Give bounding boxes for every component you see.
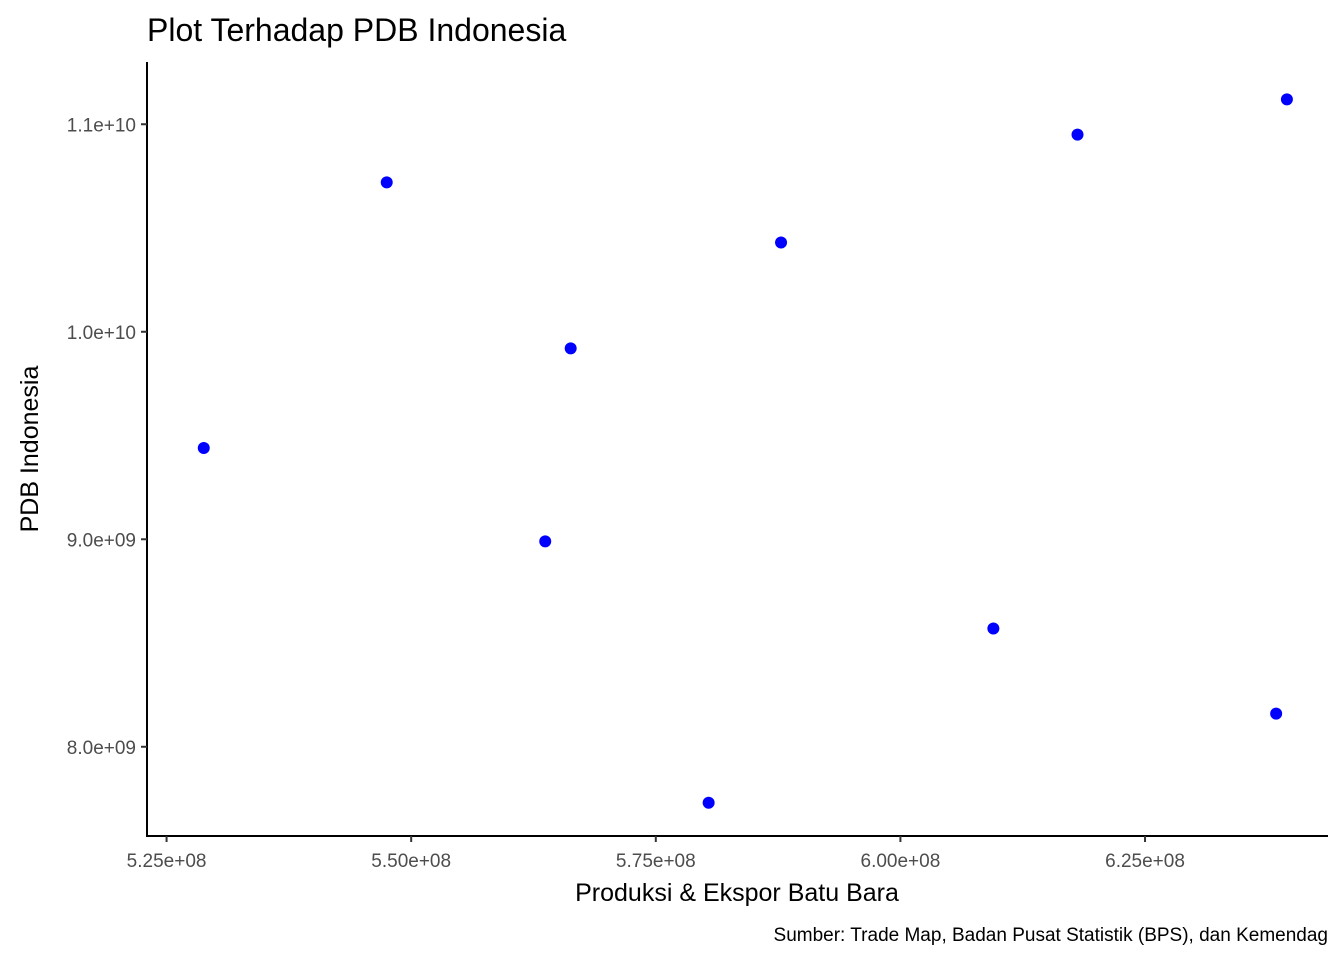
- data-point: [987, 622, 1000, 635]
- data-point: [1280, 93, 1293, 106]
- data-point: [1071, 128, 1084, 141]
- data-point: [539, 535, 552, 548]
- chart-title: Plot Terhadap PDB Indonesia: [147, 12, 566, 48]
- y-tick-label: 8.0e+09: [67, 738, 136, 759]
- x-tick-label: 6.00e+08: [861, 851, 941, 872]
- x-tick-label: 6.25e+08: [1105, 851, 1185, 872]
- data-point: [197, 441, 210, 454]
- x-tick-label: 5.75e+08: [616, 851, 696, 872]
- data-point: [702, 796, 715, 809]
- data-point: [775, 236, 788, 249]
- y-tick-label: 9.0e+09: [67, 530, 136, 551]
- x-tick-label: 5.25e+08: [127, 851, 207, 872]
- x-axis-title: Produksi & Ekspor Batu Bara: [575, 879, 899, 907]
- data-points: [197, 93, 1293, 809]
- y-tick-label: 1.0e+10: [67, 323, 136, 344]
- y-tick-label: 1.1e+10: [67, 115, 136, 136]
- data-point: [564, 342, 577, 355]
- x-tick-label: 5.50e+08: [371, 851, 451, 872]
- chart-caption: Sumber: Trade Map, Badan Pusat Statistik…: [774, 925, 1328, 946]
- x-ticks: 5.25e+08 5.50e+08 5.75e+08 6.00e+08 6.25e+08: [127, 836, 1185, 872]
- data-point: [380, 176, 393, 189]
- y-axis-title: PDB Indonesia: [16, 366, 44, 533]
- data-point: [1270, 707, 1283, 720]
- y-ticks: 8.0e+09 9.0e+09 1.0e+10 1.1e+10: [67, 115, 147, 759]
